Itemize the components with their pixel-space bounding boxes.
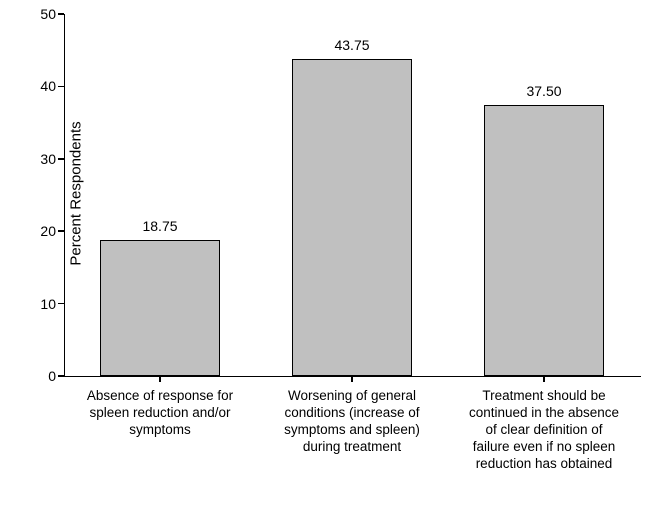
y-tick <box>58 375 64 377</box>
x-category-label: Absence of response forspleen reduction … <box>68 388 252 439</box>
bar-value-label: 43.75 <box>334 37 369 53</box>
bar <box>100 240 219 376</box>
y-axis-label: Percent Respondents <box>68 121 85 265</box>
bar-value-label: 37.50 <box>526 83 561 99</box>
x-category-label: Worsening of generalconditions (increase… <box>260 388 444 456</box>
y-tick-label: 0 <box>34 368 56 384</box>
bar-chart: Percent Respondents 0 10 20 30 40 50 18.75 Abse… <box>0 0 657 516</box>
x-tick <box>351 376 353 382</box>
y-tick-label: 40 <box>34 78 56 94</box>
y-tick <box>58 158 64 160</box>
x-tick <box>159 376 161 382</box>
bar-value-label: 18.75 <box>142 218 177 234</box>
y-tick <box>58 13 64 15</box>
bar <box>292 59 411 376</box>
y-tick-label: 50 <box>34 6 56 22</box>
y-tick <box>58 303 64 305</box>
bar <box>484 105 603 377</box>
y-tick <box>58 230 64 232</box>
y-tick-label: 30 <box>34 151 56 167</box>
x-tick <box>543 376 545 382</box>
x-category-label: Treatment should becontinued in the abse… <box>452 388 636 472</box>
y-tick-label: 20 <box>34 223 56 239</box>
y-tick-label: 10 <box>34 296 56 312</box>
y-tick <box>58 86 64 88</box>
